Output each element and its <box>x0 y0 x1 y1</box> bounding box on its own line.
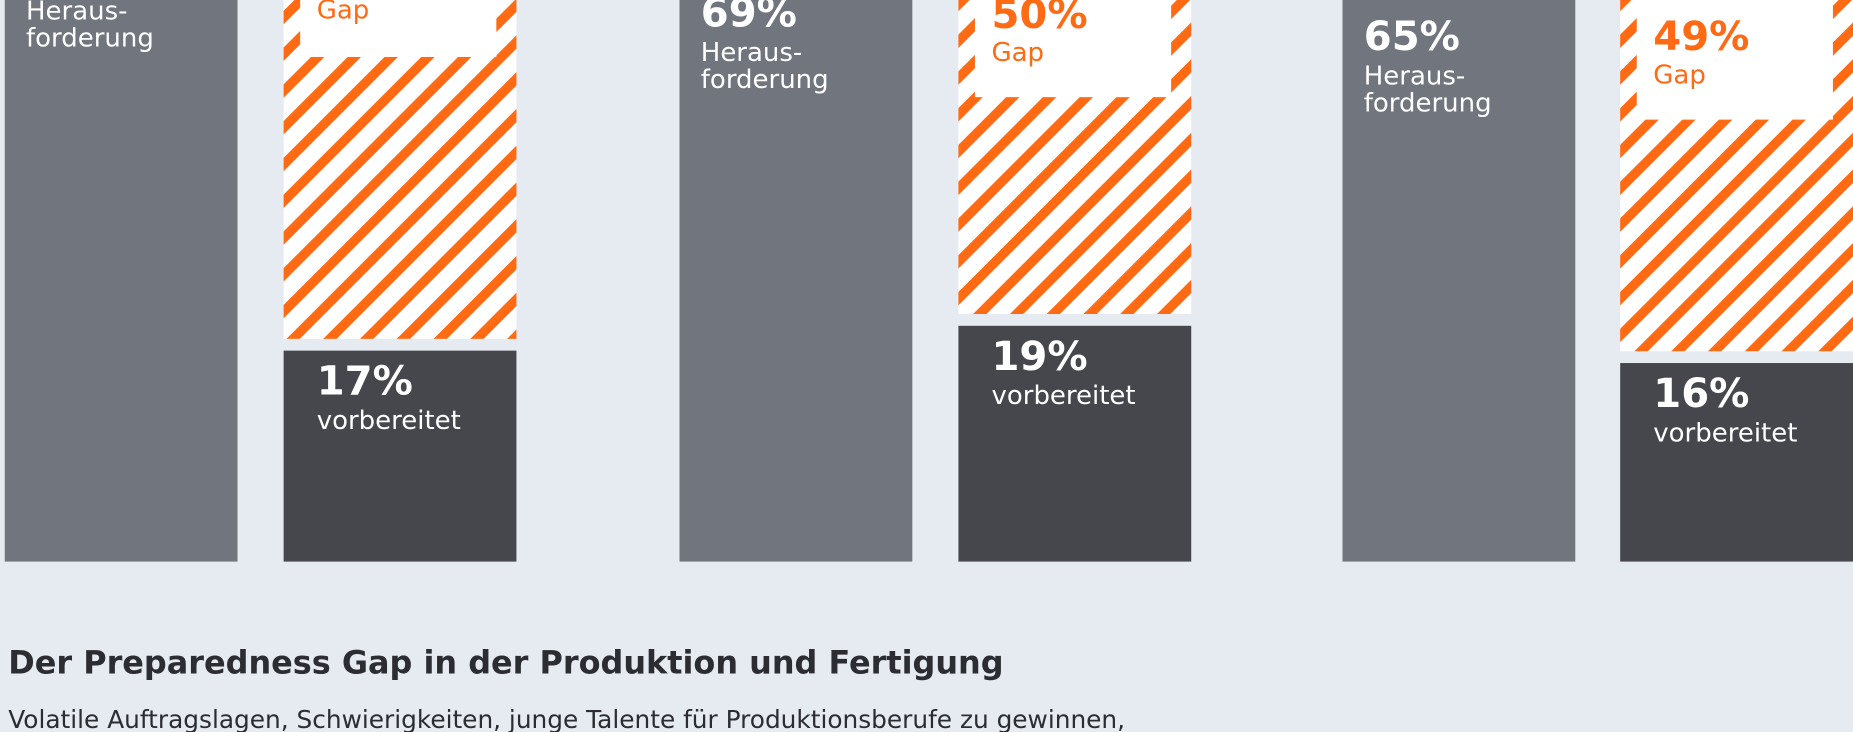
gap-label: Gap <box>317 0 370 25</box>
chart-subtitle: Volatile Auftragslagen, Schwierigkeiten,… <box>8 705 1125 732</box>
prepared-label: vorbereitet <box>991 381 1135 411</box>
gap-value-label: 50% <box>991 0 1087 38</box>
prepared-label: vorbereitet <box>1653 418 1797 448</box>
prepared-value-label: 16% <box>1653 371 1749 417</box>
prepared-bar <box>958 325 1192 562</box>
gap-label: Gap <box>1653 60 1706 90</box>
challenge-value-label: 65% <box>1364 14 1460 60</box>
prepared-value-label: 17% <box>317 359 413 405</box>
challenge-label: Heraus- <box>26 0 128 27</box>
prepared-label: vorbereitet <box>317 406 461 436</box>
chart-title: Der Preparedness Gap in der Produktion u… <box>8 643 1003 681</box>
challenge-bar <box>679 0 913 562</box>
challenge-label: forderung <box>26 24 154 54</box>
challenge-label: forderung <box>1364 89 1492 119</box>
prepared-value-label: 19% <box>991 334 1087 380</box>
gap-value-label: 49% <box>1653 14 1749 60</box>
challenge-bar <box>4 0 238 562</box>
gap-label-box <box>974 0 1172 98</box>
prepared-bar <box>1620 363 1853 562</box>
challenge-label: Heraus- <box>701 38 803 68</box>
prepared-bar <box>283 350 517 562</box>
gap-label-box <box>1636 0 1833 120</box>
challenge-value-label: 69% <box>701 0 797 37</box>
challenge-bar <box>1342 0 1576 562</box>
challenge-label: forderung <box>701 65 829 95</box>
gap-label-box <box>300 0 497 57</box>
challenge-label: Heraus- <box>1364 62 1466 92</box>
gap-label: Gap <box>991 38 1044 68</box>
